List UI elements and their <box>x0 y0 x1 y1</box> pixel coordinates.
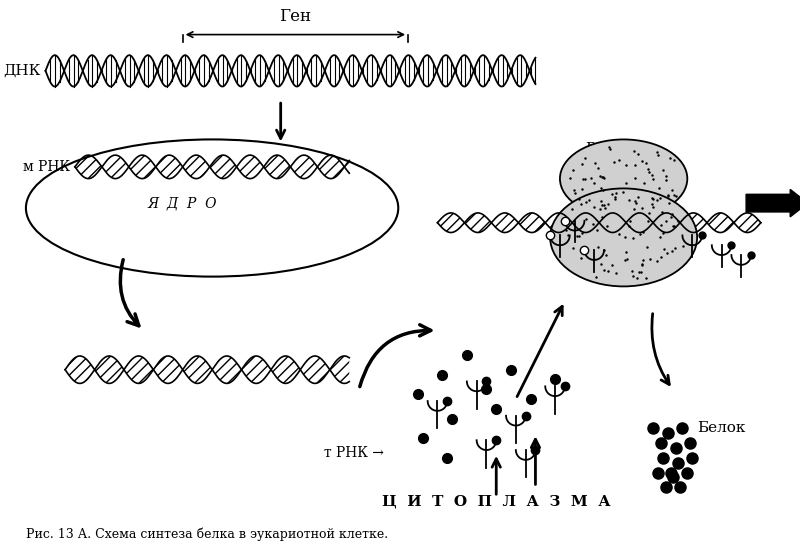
Text: Белок: Белок <box>697 422 746 435</box>
Ellipse shape <box>560 140 687 218</box>
Ellipse shape <box>550 188 697 286</box>
Text: т РНК →: т РНК → <box>324 446 383 460</box>
Text: Я  Д  Р  О: Я Д Р О <box>148 196 218 210</box>
Text: Ц  И  Т  О  П  Л  А  З  М  А: Ц И Т О П Л А З М А <box>382 495 610 509</box>
Text: м РНК: м РНК <box>23 160 70 174</box>
Text: Ген: Ген <box>279 8 311 25</box>
Text: Рибосома: Рибосома <box>585 142 662 156</box>
FancyArrow shape <box>746 189 800 217</box>
Text: ДНК: ДНК <box>3 64 41 78</box>
Text: Рис. 13 А. Схема синтеза белка в эукариотной клетке.: Рис. 13 А. Схема синтеза белка в эукарио… <box>26 527 388 541</box>
